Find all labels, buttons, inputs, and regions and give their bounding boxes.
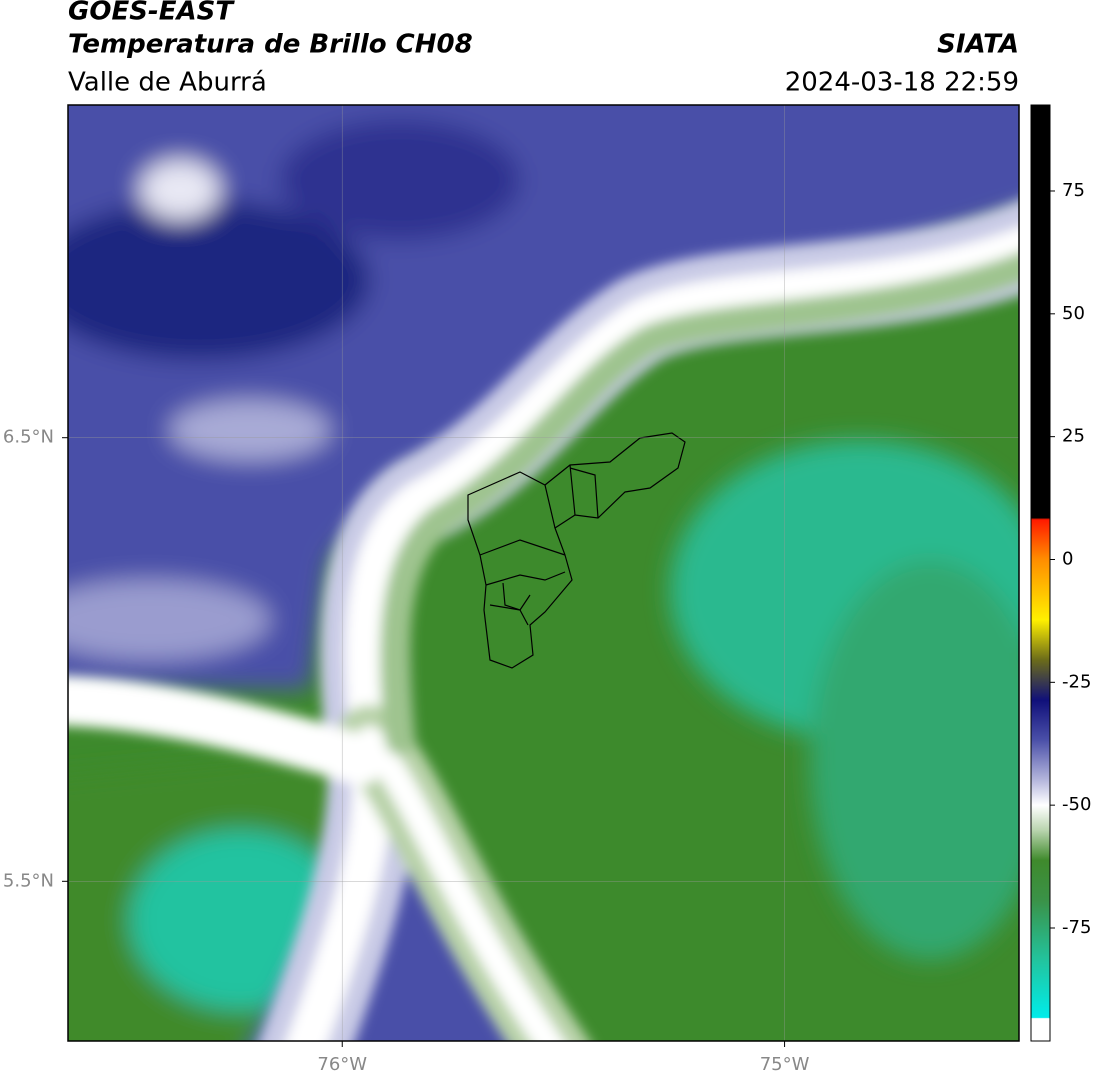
x-tick-label: 76°W (317, 1054, 367, 1075)
datetime: 2024-03-18 22:59 (785, 68, 1019, 98)
municipal-borders (467, 432, 686, 669)
colorbar-tick-label: -25 (1062, 671, 1091, 692)
y-tick-label: 6.5°N (3, 427, 54, 448)
satellite-image (68, 105, 1019, 1041)
colorbar-tick-label: 25 (1062, 426, 1085, 447)
colorbar-tick-label: 75 (1062, 180, 1085, 201)
title: GOES-EAST (68, 0, 235, 27)
colorbar-tick-label: -75 (1062, 917, 1091, 938)
y-tick-label: 5.5°N (3, 870, 54, 891)
region: Valle de Aburrá (68, 68, 267, 98)
source: SIATA (937, 30, 1019, 60)
colorbar-tick-label: 50 (1062, 303, 1085, 324)
subtitle: Temperatura de Brillo CH08 (68, 30, 473, 60)
map-frame (67, 104, 1020, 1042)
x-tick-label: 75°W (760, 1054, 810, 1075)
colorbar-tick-label: 0 (1062, 548, 1073, 569)
colorbar (1030, 104, 1051, 1042)
grid (68, 105, 1019, 1041)
colorbar-tick-label: -50 (1062, 794, 1091, 815)
